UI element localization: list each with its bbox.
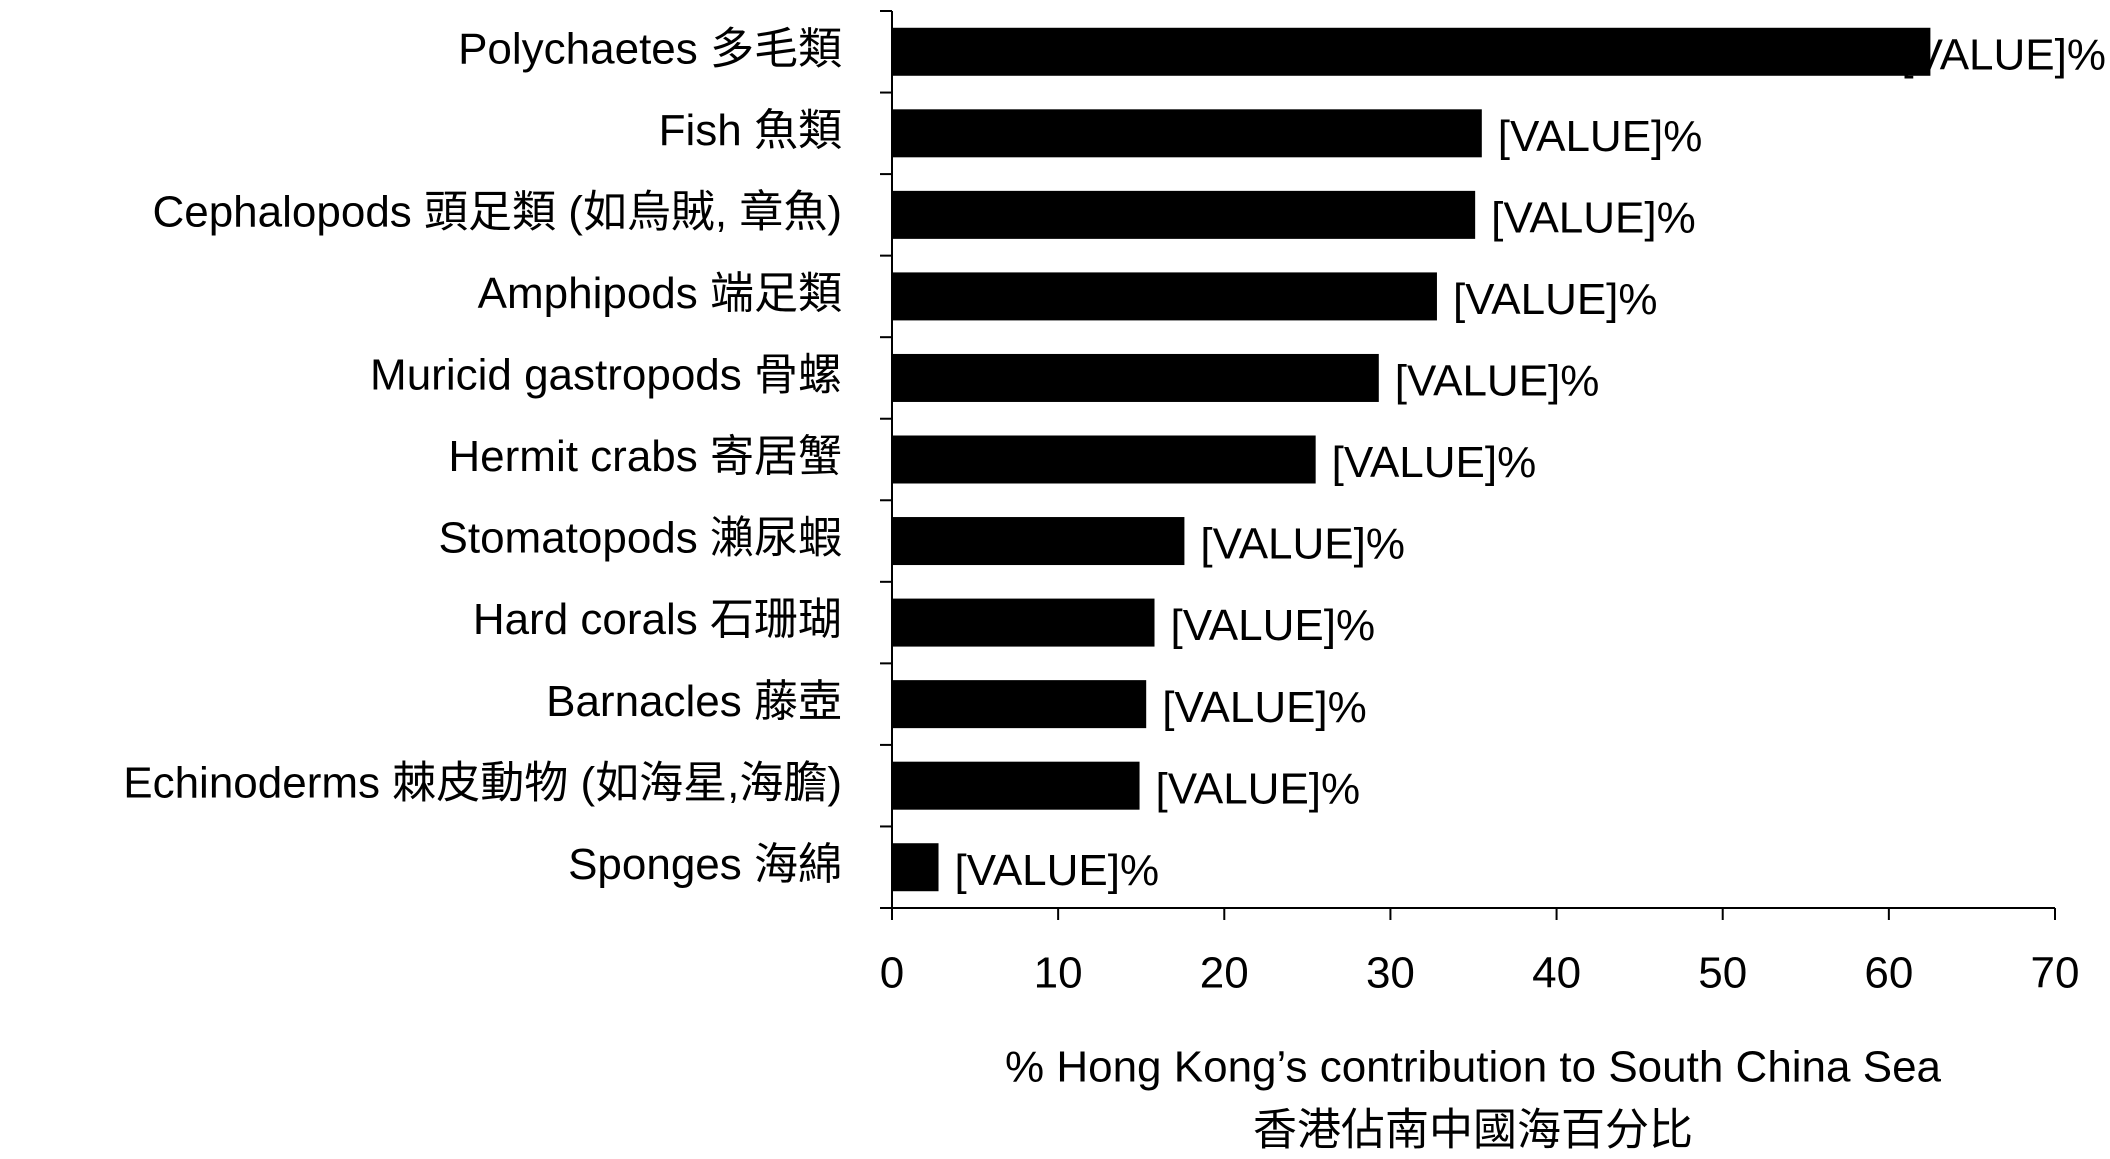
y-tick-label: Muricid gastropods 骨螺 [370, 351, 842, 400]
x-axis-label: 香港佔南中國海百分比 [1253, 1106, 1693, 1155]
bar [892, 109, 1482, 158]
bar [892, 761, 1140, 810]
bar [892, 27, 1931, 76]
bar [892, 190, 1476, 239]
x-tick-label: 40 [1532, 949, 1581, 998]
bar [892, 680, 1147, 729]
y-tick-label: Echinoderms 棘皮動物 (如海星,海膽) [123, 758, 842, 807]
y-tick-label: Sponges 海綿 [568, 840, 842, 889]
data-label: [VALUE]% [1498, 112, 1703, 161]
y-tick-label: Cephalopods 頭足類 (如烏賊, 章魚) [152, 187, 842, 236]
data-label: [VALUE]% [1395, 357, 1600, 406]
x-tick-label: 70 [2031, 949, 2080, 998]
x-tick-label: 10 [1034, 949, 1083, 998]
data-label: [VALUE]% [1901, 30, 2106, 79]
y-tick-label: Hard corals 石珊瑚 [473, 595, 842, 644]
x-tick-label: 60 [1864, 949, 1913, 998]
bar [892, 598, 1155, 647]
y-tick-label: Polychaetes 多毛類 [458, 24, 842, 73]
data-label: [VALUE]% [1162, 683, 1367, 732]
bar [892, 353, 1379, 402]
x-tick-label: 50 [1698, 949, 1747, 998]
y-tick-label: Stomatopods 瀨尿蝦 [439, 514, 843, 563]
data-label: [VALUE]% [1156, 764, 1361, 813]
bar [892, 517, 1185, 566]
bar [892, 843, 939, 892]
y-tick-label: Fish 魚類 [659, 106, 842, 155]
x-tick-label: 20 [1200, 949, 1249, 998]
data-label: [VALUE]% [1200, 520, 1405, 569]
data-label: [VALUE]% [955, 846, 1160, 895]
y-tick-label: Hermit crabs 寄居蟹 [448, 432, 842, 481]
y-tick-label: Barnacles 藤壺 [546, 677, 842, 726]
bar [892, 435, 1316, 484]
data-label: [VALUE]% [1332, 438, 1537, 487]
x-tick-label: 0 [880, 949, 904, 998]
data-label: [VALUE]% [1453, 275, 1658, 324]
bar [892, 272, 1437, 321]
y-tick-label: Amphipods 端足類 [478, 269, 842, 318]
data-label: [VALUE]% [1491, 193, 1696, 242]
data-label: [VALUE]% [1171, 601, 1376, 650]
x-axis-label: % Hong Kong’s contribution to South Chin… [1005, 1043, 1942, 1092]
x-tick-label: 30 [1366, 949, 1415, 998]
